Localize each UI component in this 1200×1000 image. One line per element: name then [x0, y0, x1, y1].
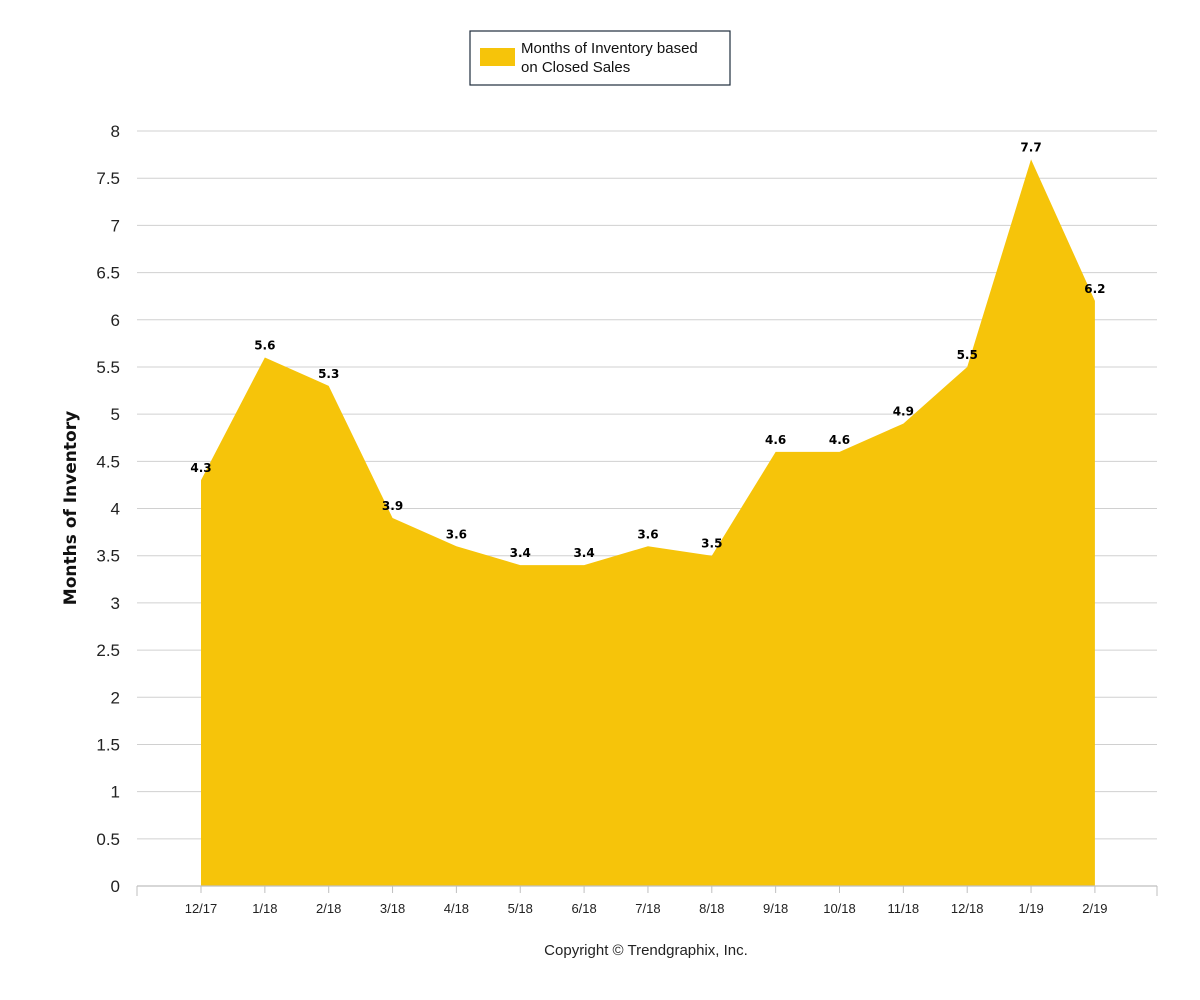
x-tick-label: 5/18 — [508, 901, 533, 916]
data-label: 3.6 — [637, 527, 658, 541]
area-series — [201, 159, 1095, 886]
y-tick-label: 4.5 — [96, 452, 120, 471]
y-tick-label: 6.5 — [96, 264, 120, 283]
y-tick-label: 5 — [111, 405, 120, 424]
y-tick-label: 0 — [111, 877, 120, 896]
legend-swatch — [480, 48, 515, 66]
x-tick-label: 2/19 — [1082, 901, 1107, 916]
data-label: 3.4 — [510, 546, 531, 560]
x-tick-label: 7/18 — [635, 901, 660, 916]
y-tick-label: 6 — [111, 311, 120, 330]
x-tick-label: 2/18 — [316, 901, 341, 916]
data-label: 5.5 — [957, 348, 978, 362]
data-label: 5.3 — [318, 367, 339, 381]
x-tick-label: 6/18 — [571, 901, 596, 916]
legend-label-line-1: Months of Inventory based — [521, 40, 698, 57]
data-label: 6.2 — [1084, 282, 1105, 296]
x-tick-label: 9/18 — [763, 901, 788, 916]
x-tick-label: 11/18 — [888, 901, 920, 916]
y-axis-title: Months of Inventory — [61, 411, 81, 605]
chart-legend: Months of Inventory based on Closed Sale… — [469, 30, 731, 86]
area-fill — [201, 159, 1095, 886]
y-tick-label: 2 — [111, 688, 120, 707]
x-tick-label: 12/17 — [185, 901, 218, 916]
y-axis-ticks: 0 0.5 1 1.5 2 2.5 3 3.5 4 4.5 5 5.5 6 6.5 7 7.5 8 — [96, 122, 120, 896]
x-tick-label: 12/18 — [951, 901, 984, 916]
data-label: 7.7 — [1020, 140, 1041, 154]
data-label: 4.3 — [190, 461, 211, 475]
y-tick-label: 3 — [111, 594, 120, 613]
data-labels: 4.3 5.6 5.3 3.9 3.6 3.4 3.4 3.6 3.5 4.6 4.6 4.9 5.5 7… — [190, 140, 1105, 560]
x-tick-label: 8/18 — [699, 901, 724, 916]
y-tick-label: 7 — [111, 216, 120, 235]
footer-copyright: Copyright © Trendgraphix, Inc. — [544, 942, 748, 959]
y-tick-label: 1 — [111, 783, 120, 802]
data-label: 3.6 — [446, 527, 467, 541]
data-label: 3.9 — [382, 499, 403, 513]
y-tick-label: 1.5 — [96, 735, 120, 754]
data-label: 4.6 — [829, 433, 850, 447]
x-axis-ticks: 12/17 1/18 2/18 3/18 4/18 5/18 6/18 7/18 8/18 9/1… — [185, 886, 1108, 916]
x-tick-label: 1/19 — [1018, 901, 1043, 916]
y-tick-label: 4 — [111, 500, 120, 519]
x-tick-label: 3/18 — [380, 901, 405, 916]
y-tick-label: 5.5 — [96, 358, 120, 377]
y-tick-label: 7.5 — [96, 169, 120, 188]
data-label: 3.5 — [701, 537, 722, 551]
x-tick-label: 1/18 — [252, 901, 277, 916]
y-tick-label: 8 — [111, 122, 120, 141]
y-tick-label: 2.5 — [96, 641, 120, 660]
data-label: 4.6 — [765, 433, 786, 447]
y-tick-label: 3.5 — [96, 547, 120, 566]
data-label: 3.4 — [573, 546, 594, 560]
data-label: 5.6 — [254, 339, 275, 353]
y-tick-label: 0.5 — [96, 830, 120, 849]
x-tick-label: 10/18 — [823, 901, 856, 916]
axis-layer — [136, 885, 1158, 896]
x-tick-label: 4/18 — [444, 901, 469, 916]
legend-label-line-2: on Closed Sales — [521, 59, 630, 76]
data-label: 4.9 — [893, 405, 914, 419]
